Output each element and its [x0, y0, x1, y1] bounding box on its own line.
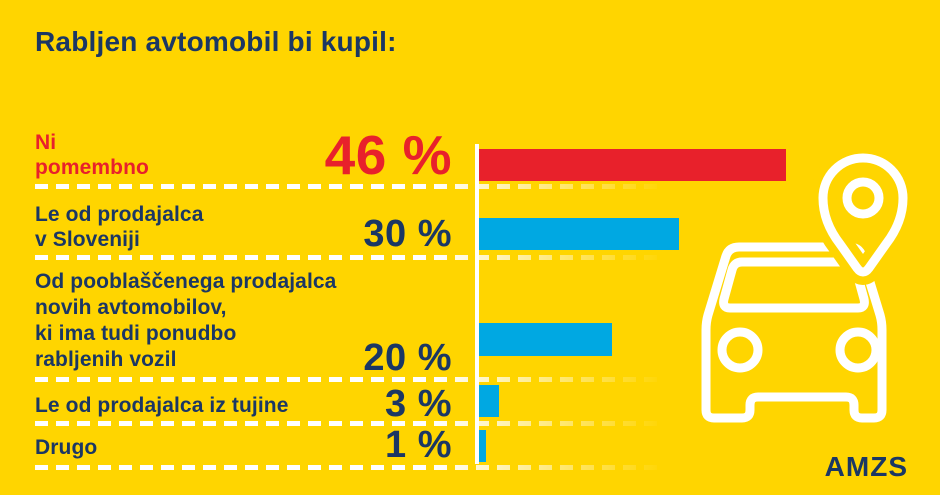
location-pin-dot — [842, 177, 884, 219]
car-icon — [701, 145, 916, 423]
car-headlight-right — [835, 327, 881, 373]
amzs-logo: AMZS — [824, 451, 908, 482]
value-prodajalec-slovenija: 30 % — [363, 213, 452, 255]
bar-pooblasceni-prodajalec — [479, 323, 612, 356]
value-ni-pomembno: 46 % — [324, 124, 452, 186]
car-location-icon — [690, 145, 922, 442]
value-pooblasceni-prodajalec: 20 % — [363, 337, 452, 379]
dashed-separator — [35, 465, 690, 470]
dashed-separator — [35, 421, 690, 426]
dashed-separator — [35, 377, 690, 382]
dashed-separator — [35, 255, 690, 260]
category-label-ni-pomembno: Ni pomembno — [35, 131, 149, 179]
category-label-prodajalec-slovenija: Le od prodajalca v Sloveniji — [35, 203, 204, 251]
bar-ni-pomembno — [479, 149, 786, 181]
car-body-outline — [701, 242, 887, 423]
dashed-separator — [35, 184, 690, 189]
bar-prodajalec-slovenija — [479, 218, 679, 250]
category-label-pooblasceni-prodajalec: Od pooblaščenega prodajalca novih avtomo… — [35, 270, 337, 371]
value-prodajalec-tujina: 3 % — [385, 383, 452, 425]
category-label-drugo: Drugo — [35, 436, 98, 459]
chart-axis-line — [475, 144, 479, 464]
bar-drugo — [479, 430, 486, 462]
page-title: Rabljen avtomobil bi kupil: — [35, 26, 397, 57]
car-headlight-left — [717, 327, 763, 373]
bar-prodajalec-tujina — [479, 385, 499, 417]
value-drugo: 1 % — [385, 424, 452, 466]
category-label-prodajalec-tujina: Le od prodajalca iz tujine — [35, 394, 289, 417]
location-pin-icon — [810, 145, 916, 285]
